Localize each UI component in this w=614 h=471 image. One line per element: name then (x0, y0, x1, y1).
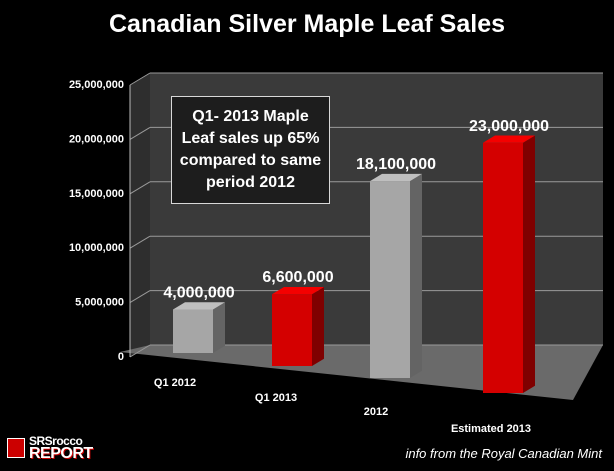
data-label: 18,100,000 (356, 156, 436, 173)
x-tick-label: Q1 2013 (255, 392, 297, 404)
gridline-side (129, 126, 151, 140)
bar-side (523, 135, 535, 393)
data-label: 23,000,000 (469, 118, 549, 135)
bar-top (370, 173, 422, 182)
bar-front (370, 181, 410, 378)
annotation-text: Q1- 2013 Maple Leaf sales up 65% compare… (179, 108, 322, 191)
x-tick-label: 2012 (364, 406, 388, 418)
chart-title: Canadian Silver Maple Leaf Sales (109, 10, 505, 38)
bar (483, 135, 535, 393)
bars (173, 135, 535, 393)
bar-top (173, 302, 225, 310)
y-tick-label: 15,000,000 (69, 188, 124, 200)
y-tick-label: 20,000,000 (69, 133, 124, 145)
bar-front (483, 142, 523, 393)
logo-line-2: REPORT (29, 445, 93, 462)
side-wall (130, 73, 150, 357)
data-label: 4,000,000 (163, 284, 234, 301)
gridline-side (129, 72, 151, 86)
x-axis-labels: Q1 2012 Q1 2013 2012 Estimated 2013 (154, 377, 531, 435)
bar (370, 173, 422, 378)
logo-line-1: SRSrocco (29, 434, 83, 448)
bar-side (312, 286, 324, 366)
data-label: 6,600,000 (262, 269, 333, 286)
bar-top (483, 135, 535, 143)
y-axis-ticks: 0 5,000,000 10,000,000 15,000,000 20,000,000… (69, 79, 131, 363)
gridline-side (129, 290, 151, 304)
annotation-box: Q1- 2013 Maple Leaf sales up 65% compare… (171, 96, 330, 204)
bar-side (410, 173, 422, 378)
y-tick-label: 10,000,000 (69, 242, 124, 254)
bar-top (272, 286, 324, 295)
y-tick-label: 5,000,000 (75, 297, 124, 309)
bar-front (272, 294, 312, 366)
gridline-side (129, 181, 151, 195)
logo-icon (7, 438, 25, 458)
bar-front (173, 309, 213, 353)
gridline-side (129, 344, 151, 358)
y-tick-label: 25,000,000 (69, 79, 124, 91)
source-note: info from the Royal Canadian Mint (405, 446, 602, 461)
gridline-side (129, 235, 151, 249)
floor (120, 345, 603, 400)
x-tick-label: Estimated 2013 (451, 423, 531, 435)
data-labels: 4,000,000 6,600,000 18,100,000 23,000,000 (163, 118, 549, 302)
bar-side (213, 302, 225, 353)
y-tick-label: 0 (118, 351, 124, 363)
srsrocco-logo: SRSrocco REPORT (7, 434, 99, 466)
bar (272, 286, 324, 366)
x-tick-label: Q1 2012 (154, 377, 196, 389)
bar (173, 302, 225, 353)
